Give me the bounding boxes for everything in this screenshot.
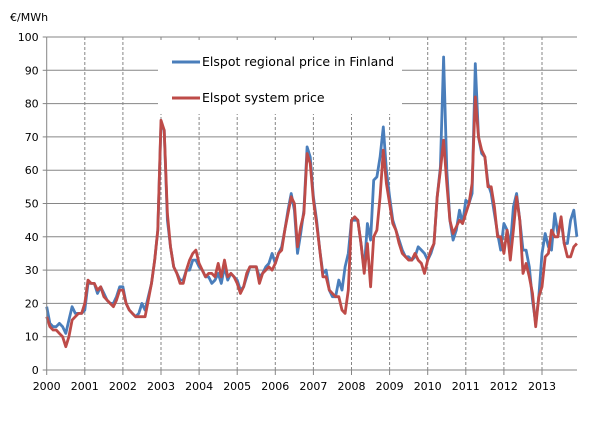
legend: Elspot regional price in Finland Elspot …	[158, 40, 402, 114]
x-tick-label: 2003	[147, 380, 175, 393]
x-tick-label: 2008	[338, 380, 366, 393]
x-tick-label: 2002	[109, 380, 137, 393]
x-tick-label: 2005	[223, 380, 251, 393]
y-tick-label: 100	[18, 31, 39, 44]
x-tick-label: 2009	[376, 380, 404, 393]
y-tick-label: 90	[25, 64, 39, 77]
y-tick-label: 80	[25, 98, 39, 111]
x-tick-label: 2011	[452, 380, 480, 393]
y-axis-unit-label: €/MWh	[10, 11, 48, 24]
y-tick-label: 40	[25, 231, 39, 244]
y-tick-label: 20	[25, 297, 39, 310]
y-tick-label: 60	[25, 164, 39, 177]
y-tick-label: 70	[25, 131, 39, 144]
y-tick-label: 10	[25, 331, 39, 344]
legend-label-finland: Elspot regional price in Finland	[202, 54, 394, 69]
y-tick-label: 50	[25, 198, 39, 211]
x-tick-label: 2001	[71, 380, 99, 393]
x-tick-label: 2006	[261, 380, 289, 393]
series-lines	[45, 55, 579, 349]
grid	[46, 36, 577, 370]
axes: 0 10 20 30 40 50 60 70 80 90 100 2000 2001 2002 2003 20…	[18, 31, 577, 393]
y-tick-label: 30	[25, 264, 39, 277]
x-tick-label: 2000	[33, 380, 61, 393]
x-tick-label: 2010	[414, 380, 442, 393]
legend-label-system: Elspot system price	[202, 90, 325, 105]
x-tick-label: 2007	[299, 380, 327, 393]
x-tick-label: 2004	[185, 380, 213, 393]
y-tick-label: 0	[32, 364, 39, 377]
legend-background	[158, 40, 402, 114]
series-line-system	[45, 95, 578, 349]
x-tick-label: 2013	[528, 380, 556, 393]
x-tick-label: 2012	[490, 380, 518, 393]
